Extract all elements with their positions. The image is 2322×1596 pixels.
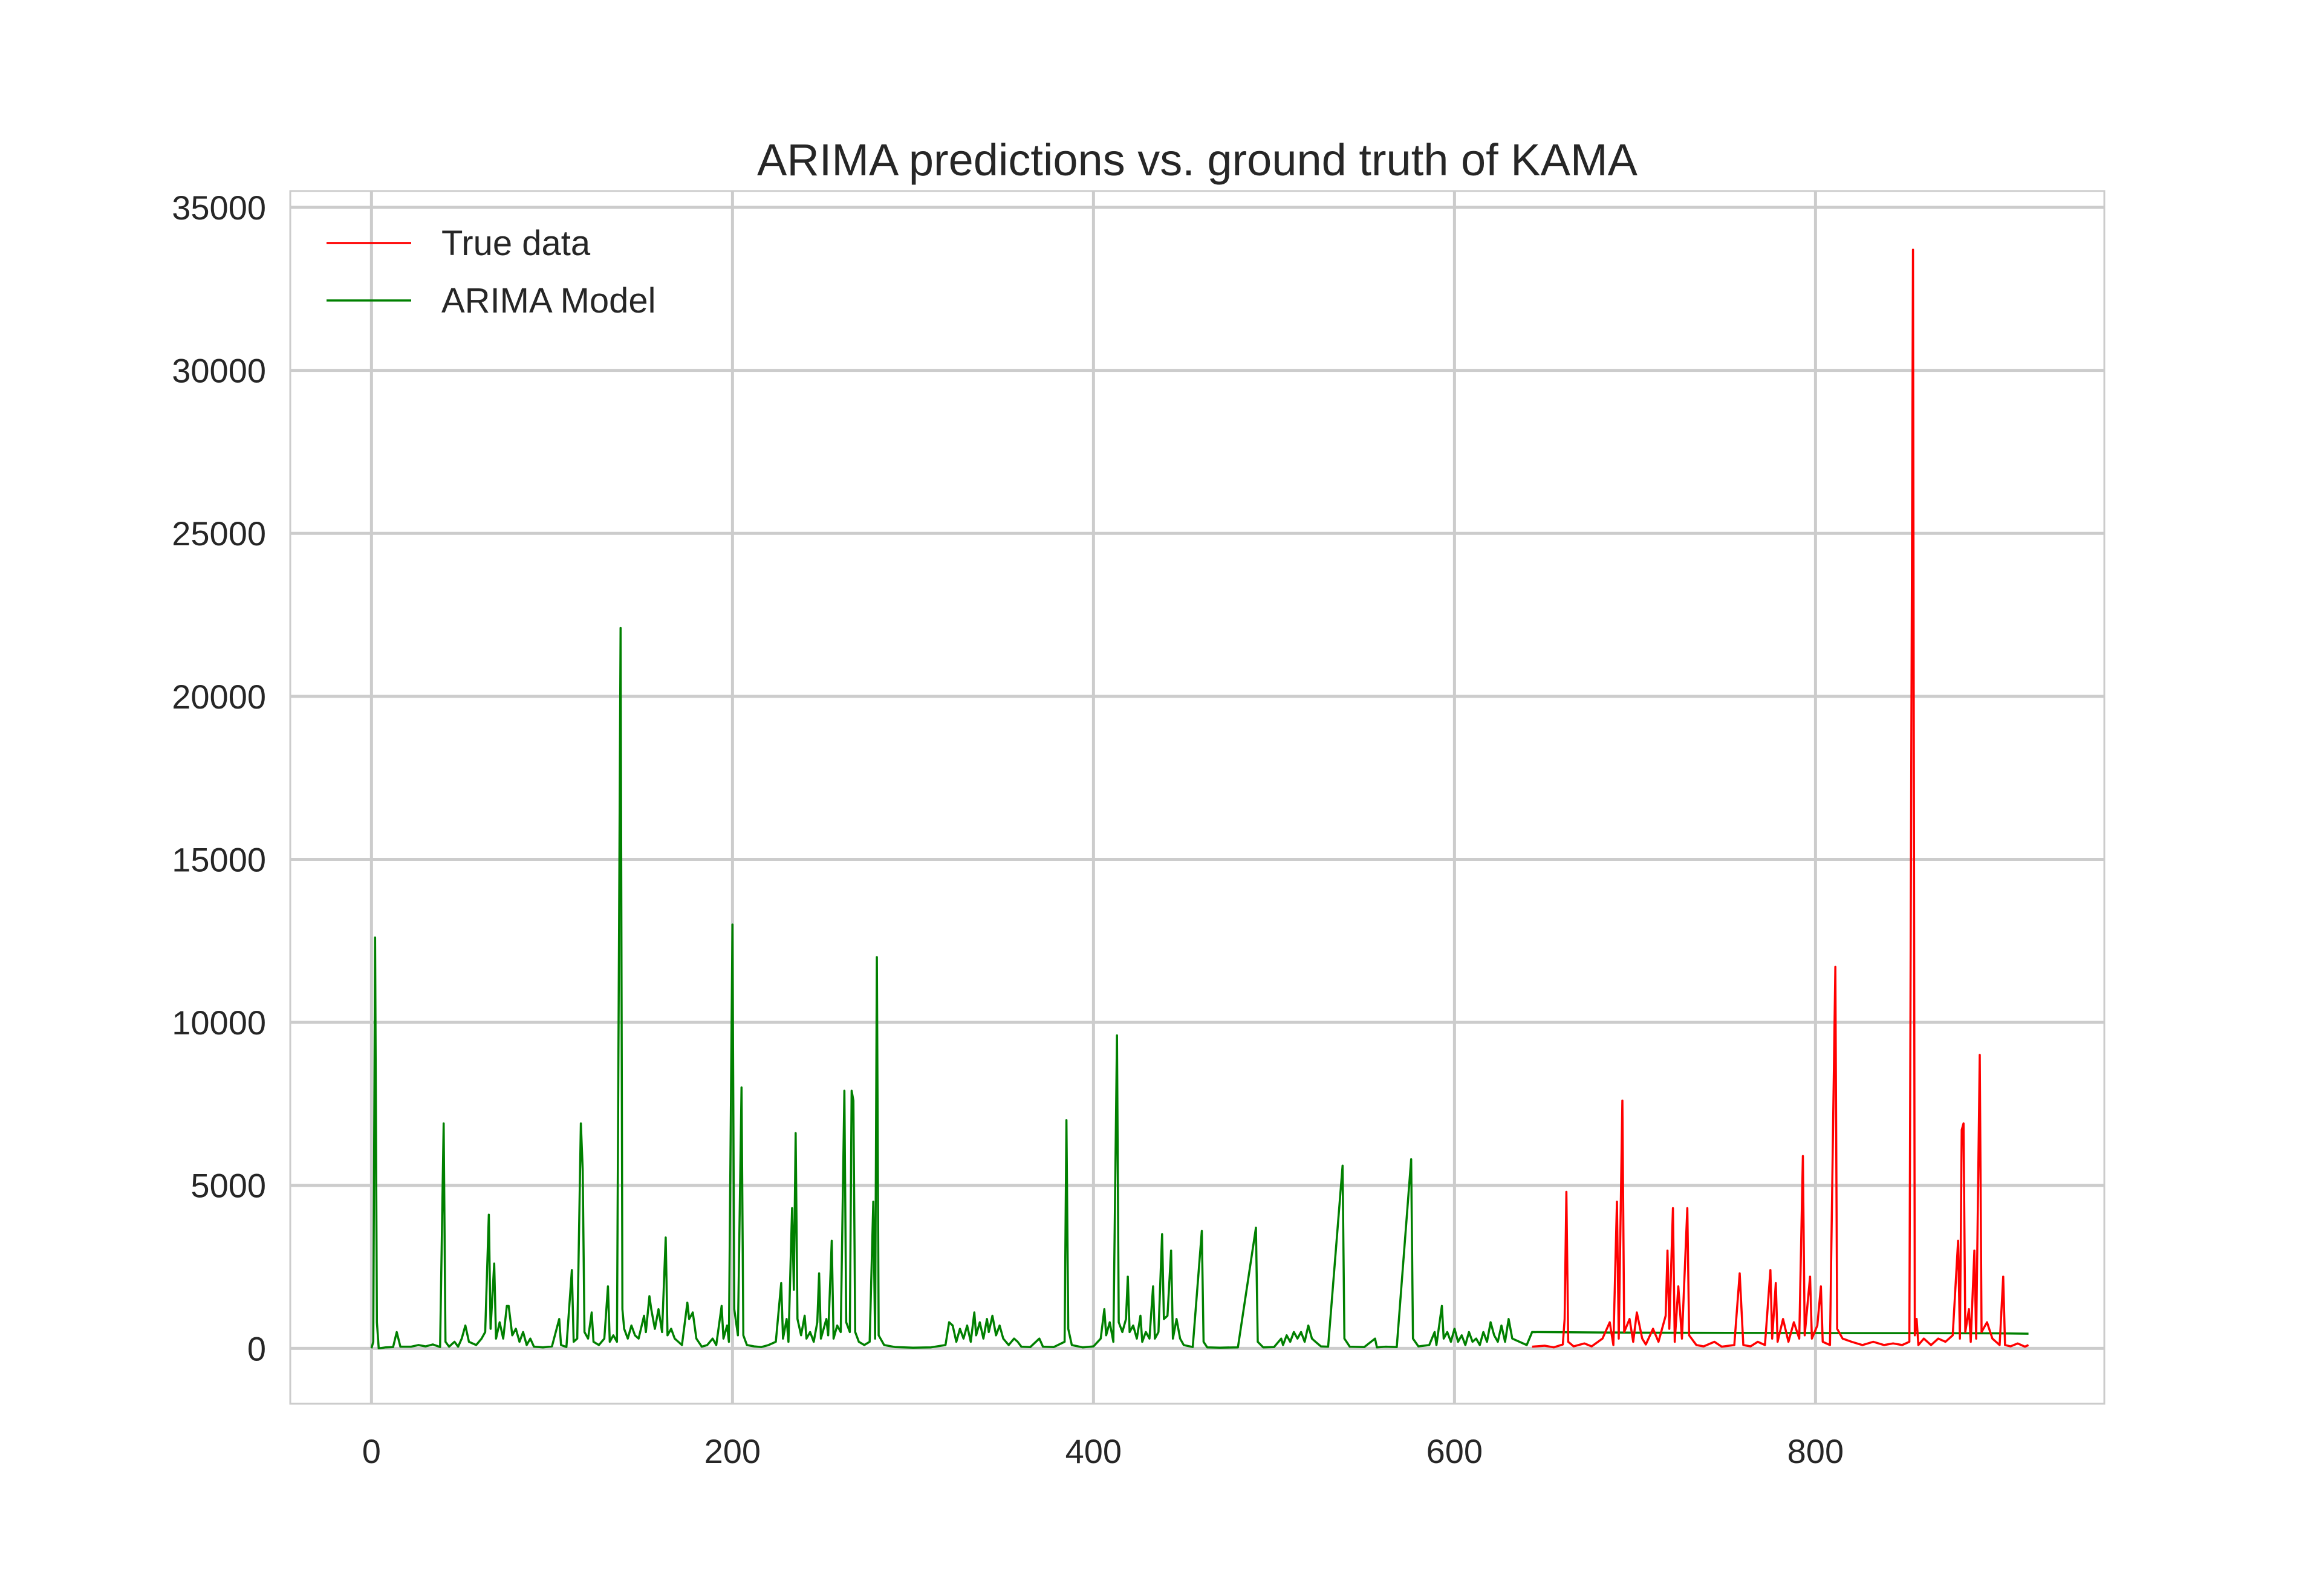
y-tick-label: 25000 xyxy=(172,514,266,553)
y-tick-label: 0 xyxy=(247,1329,266,1367)
chart-title: ARIMA predictions vs. ground truth of KA… xyxy=(757,135,1638,185)
legend-label-true-data: True data xyxy=(441,224,591,263)
plot-frame xyxy=(289,190,2106,1405)
y-tick-label: 20000 xyxy=(172,678,266,716)
grid-lines xyxy=(290,191,2104,1404)
y-tick-label: 10000 xyxy=(172,1004,266,1042)
x-tick-label: 200 xyxy=(704,1432,761,1470)
legend-label-arima-model: ARIMA Model xyxy=(441,281,656,320)
x-tick-label: 0 xyxy=(362,1432,381,1470)
y-tick-label: 35000 xyxy=(172,189,266,227)
series-line-true-data xyxy=(1532,248,2029,1349)
y-tick-label: 30000 xyxy=(172,352,266,390)
y-tick-label: 5000 xyxy=(190,1167,266,1205)
x-tick-label: 400 xyxy=(1065,1432,1122,1470)
x-tick-label: 600 xyxy=(1426,1432,1483,1470)
series-line-arima-model xyxy=(370,626,2029,1350)
x-tick-label: 800 xyxy=(1787,1432,1844,1470)
series-layer xyxy=(370,248,2029,1350)
legend: True data ARIMA Model xyxy=(327,224,656,320)
y-tick-label: 15000 xyxy=(172,840,266,878)
tick-labels: 0 200 400 600 800 0 5000 10000 15000 20000 25000 30… xyxy=(172,189,1844,1470)
